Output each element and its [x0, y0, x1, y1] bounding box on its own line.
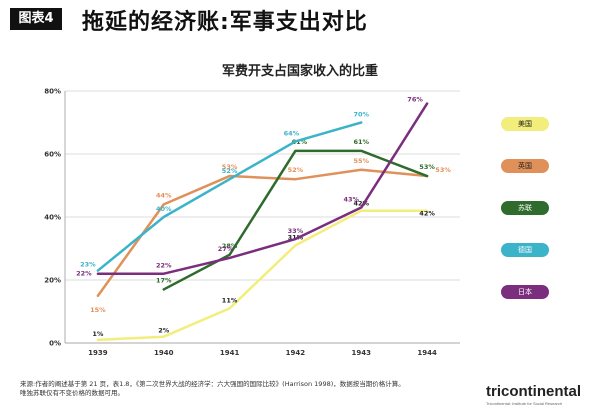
data-label: 40%	[156, 205, 172, 213]
data-label: 23%	[80, 261, 96, 269]
data-label: 55%	[353, 157, 369, 165]
x-tick-label: 1944	[417, 349, 437, 357]
data-label: 11%	[222, 296, 238, 304]
data-label: 33%	[288, 227, 304, 235]
series-line	[96, 102, 429, 275]
x-tick-label: 1941	[220, 349, 240, 357]
footnote-line-1: 来源:作者的阐述基于第 21 页，表1.8，《第二次世界大战的经济学：六大强国的…	[20, 380, 405, 388]
series-line	[96, 121, 363, 272]
data-label: 43%	[343, 196, 359, 204]
tricontinental-logo: tricontinental Tricontinental: Institute…	[486, 383, 581, 406]
data-label: 64%	[284, 129, 300, 137]
figure-tag: 图表4	[10, 8, 62, 30]
footnote-line-2: 唯独苏联仅有不变价格的数据可用。	[20, 389, 124, 397]
data-label: 42%	[353, 200, 369, 208]
data-label: 53%	[222, 163, 238, 171]
legend-item: 英国	[501, 159, 549, 173]
legend-item: 德国	[501, 243, 549, 257]
data-label: 52%	[288, 166, 304, 174]
y-tick-label: 20%	[44, 277, 61, 285]
data-label: 15%	[90, 306, 106, 314]
logo-subtitle: Tricontinental: Institute for Social Res…	[486, 401, 562, 406]
x-tick-label: 1939	[88, 349, 108, 357]
data-label: 53%	[419, 163, 435, 171]
data-label: 2%	[158, 327, 170, 335]
data-label: 31%	[288, 233, 304, 241]
page-title: 拖延的经济账:军事支出对比	[82, 10, 368, 35]
data-label: 1%	[92, 330, 104, 338]
y-tick-label: 80%	[44, 88, 61, 96]
data-label: 42%	[419, 210, 435, 218]
series-line	[96, 168, 429, 297]
logo-text: tricontinental	[486, 383, 581, 400]
data-label: 27%	[218, 245, 234, 253]
y-tick-label: 0%	[49, 340, 61, 348]
legend-item: 苏联	[501, 201, 549, 215]
legend-item: 美国	[501, 117, 549, 131]
x-tick-label: 1943	[352, 349, 372, 357]
data-label: 61%	[292, 138, 308, 146]
data-label: 44%	[156, 191, 172, 199]
data-label: 70%	[353, 111, 369, 119]
data-label: 61%	[353, 138, 369, 146]
data-label: 22%	[76, 270, 92, 278]
y-tick-label: 40%	[44, 214, 61, 222]
footnote: 来源:作者的阐述基于第 21 页，表1.8，《第二次世界大战的经济学：六大强国的…	[20, 380, 590, 398]
legend-item: 日本	[501, 285, 549, 299]
x-tick-label: 1940	[154, 349, 174, 357]
data-label: 53%	[435, 166, 451, 174]
series-line	[162, 149, 429, 291]
data-label: 52%	[222, 167, 238, 175]
data-label: 76%	[407, 96, 423, 104]
x-tick-label: 1942	[286, 349, 306, 357]
y-tick-label: 60%	[44, 151, 61, 159]
data-label: 22%	[156, 262, 172, 270]
series-line	[96, 209, 429, 342]
data-label: 17%	[156, 276, 172, 284]
chart-title: 军费开支占国家收入的比重	[221, 64, 378, 79]
data-label: 28%	[222, 242, 238, 250]
